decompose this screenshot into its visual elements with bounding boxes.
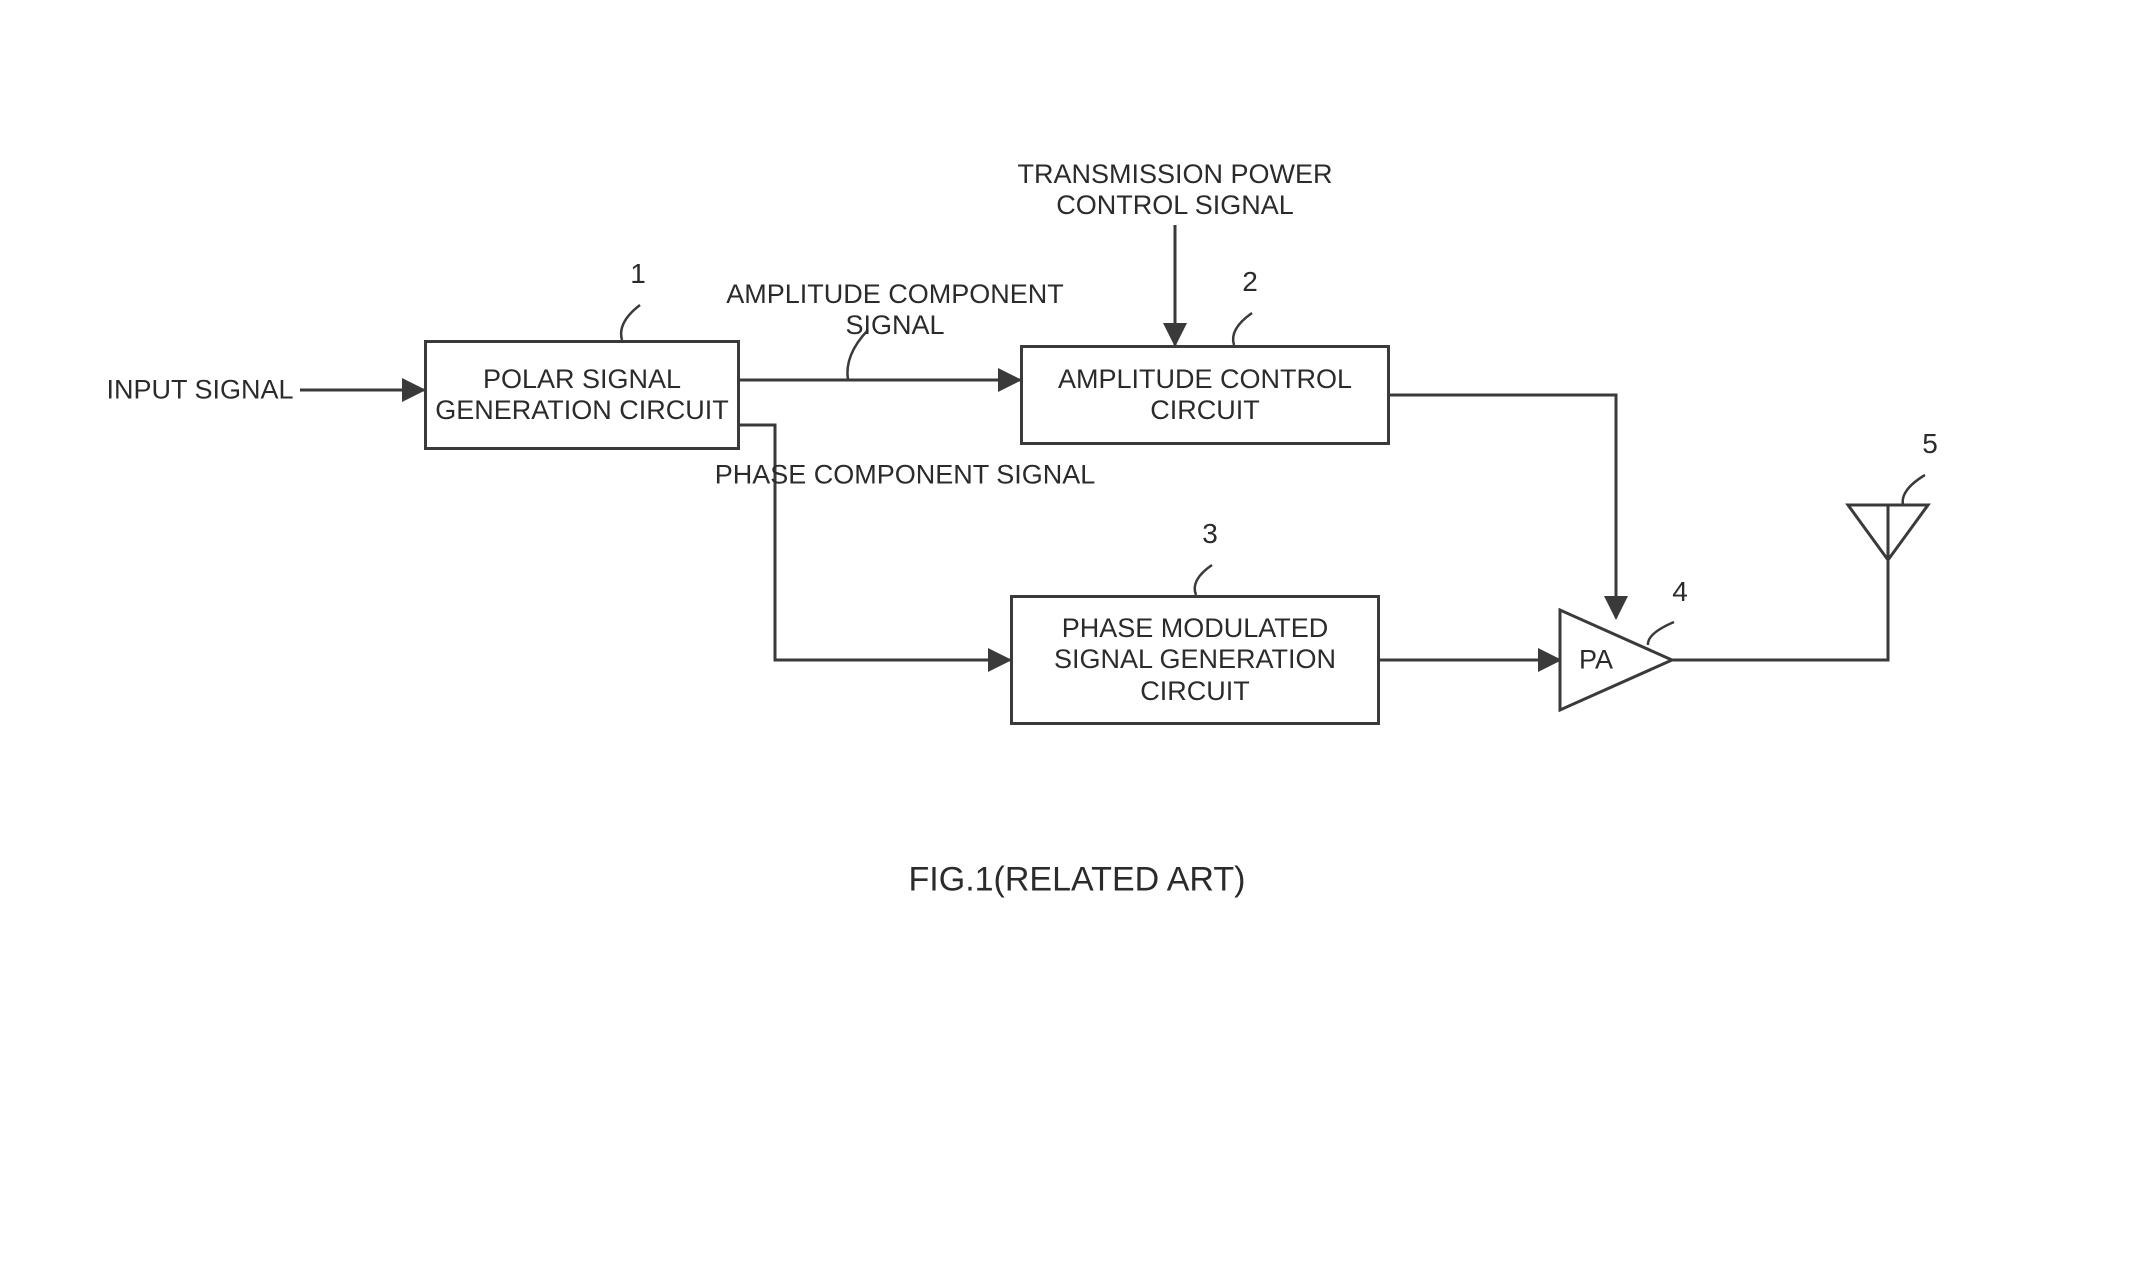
ref-1: 1 — [630, 258, 646, 290]
pa-amplifier-icon — [1560, 610, 1672, 710]
ref-4: 4 — [1672, 576, 1688, 608]
leader-r3 — [1195, 565, 1212, 595]
amplitude-component-signal-label: AMPLITUDE COMPONENT SIGNAL — [726, 279, 1064, 341]
phase-box-label: PHASE MODULATED SIGNAL GENERATION CIRCUI… — [1021, 613, 1369, 706]
leader-r4 — [1648, 622, 1674, 645]
phase-modulated-box: PHASE MODULATED SIGNAL GENERATION CIRCUI… — [1010, 595, 1380, 725]
diagram-canvas: POLAR SIGNAL GENERATION CIRCUIT AMPLITUD… — [0, 0, 2154, 1269]
leader-r5 — [1903, 475, 1925, 505]
input-signal-label: INPUT SIGNAL — [106, 374, 293, 405]
leader-r2 — [1233, 313, 1252, 345]
ref-2: 2 — [1242, 266, 1258, 298]
transmission-power-control-label: TRANSMISSION POWER CONTROL SIGNAL — [1017, 159, 1332, 221]
amplitude-control-box: AMPLITUDE CONTROL CIRCUIT — [1020, 345, 1390, 445]
ampctl-box-label: AMPLITUDE CONTROL CIRCUIT — [1031, 364, 1379, 426]
polar-box-label: POLAR SIGNAL GENERATION CIRCUIT — [435, 364, 729, 426]
ref-3: 3 — [1202, 518, 1218, 550]
pa-label: PA — [1579, 644, 1613, 675]
ref-5: 5 — [1922, 428, 1938, 460]
wire-ampctl_to_pa — [1390, 395, 1616, 618]
wire-pa_to_antenna — [1672, 560, 1888, 660]
figure-caption: FIG.1(RELATED ART) — [909, 860, 1246, 899]
polar-signal-generation-box: POLAR SIGNAL GENERATION CIRCUIT — [424, 340, 740, 450]
phase-component-signal-label: PHASE COMPONENT SIGNAL — [715, 459, 1096, 490]
leader-r1 — [621, 305, 640, 340]
